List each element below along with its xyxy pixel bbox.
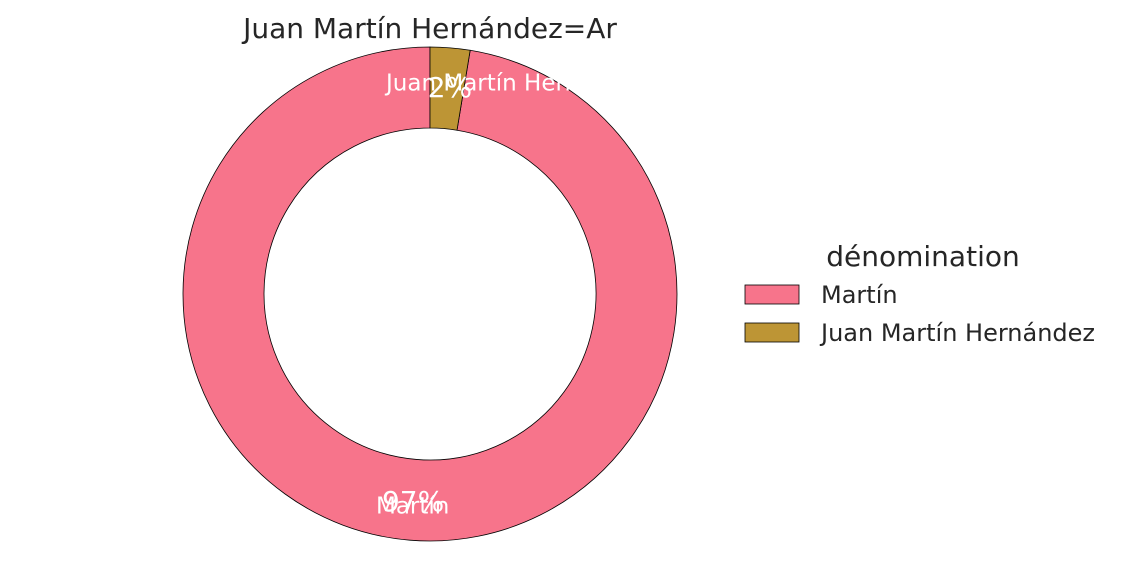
slice-pct-label-0: 97%	[382, 485, 444, 518]
legend: dénomination Martín Juan Martín Hernández	[744, 240, 1095, 347]
donut-slice-1	[429, 46, 471, 131]
donut-slice-0	[182, 46, 678, 542]
slice-name-label-1: Juan Martín Hernández	[384, 70, 649, 96]
slice-name-label-0: Martín	[376, 494, 449, 520]
legend-swatch-1	[744, 322, 800, 343]
slice-pct-label-1: 2%	[428, 71, 472, 104]
chart-title: Juan Martín Hernández=Ar	[241, 12, 617, 45]
legend-swatch-0	[744, 284, 800, 305]
slices-layer	[182, 46, 678, 542]
legend-title: dénomination	[826, 240, 1019, 273]
legend-label-0: Martín	[821, 281, 898, 309]
legend-label-1: Juan Martín Hernández	[819, 319, 1095, 347]
